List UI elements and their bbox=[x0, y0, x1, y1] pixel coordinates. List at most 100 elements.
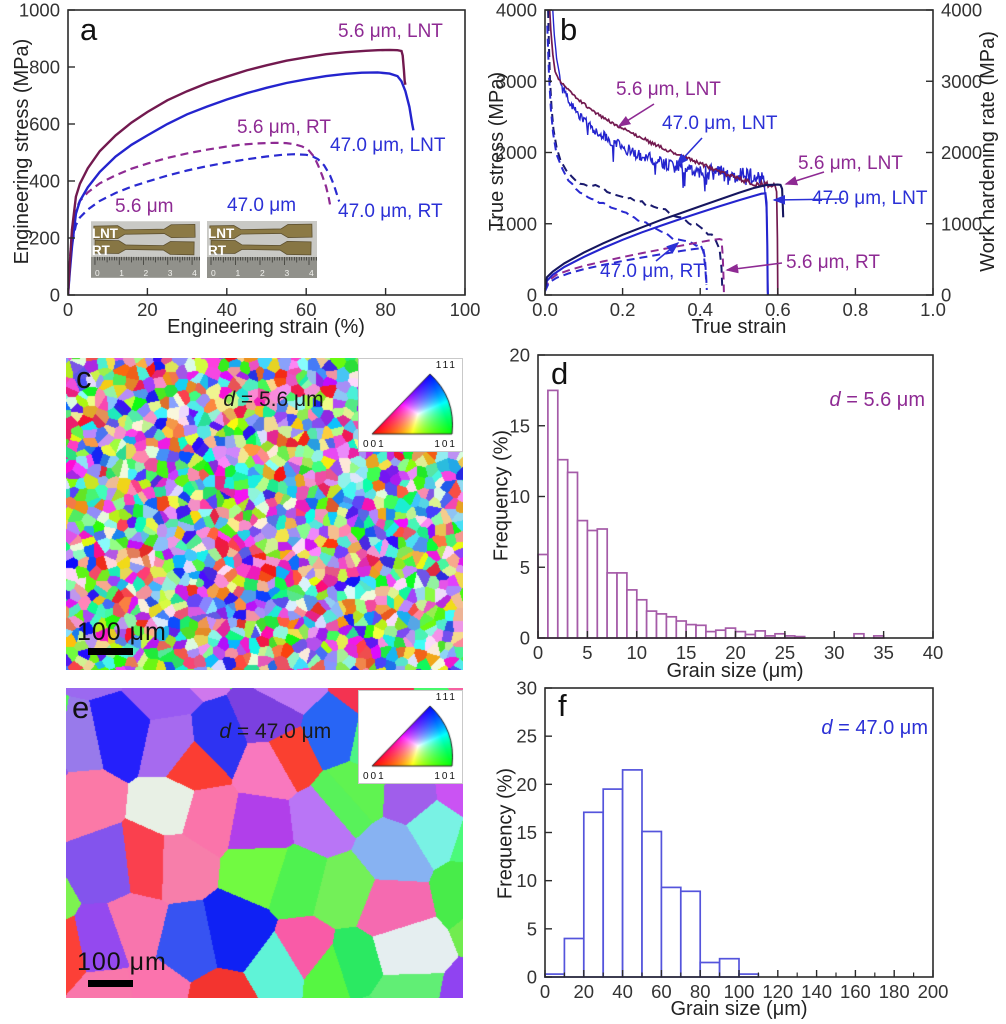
ipf-label-101: 101 bbox=[434, 439, 457, 450]
hist-bar bbox=[537, 553, 549, 639]
hist-bar bbox=[566, 471, 579, 639]
tick-label: 20 bbox=[574, 981, 595, 1002]
tick-label: 0 bbox=[941, 285, 951, 306]
tick-label: 0 bbox=[540, 981, 550, 1002]
curve-label-b-rt47: 47.0 μm, RT bbox=[600, 261, 705, 282]
curve-label-b-ts47: 47.0 μm, LNT bbox=[812, 188, 928, 209]
hist-bar bbox=[606, 572, 618, 639]
scalebar-e bbox=[88, 980, 133, 987]
hist-bar bbox=[602, 788, 624, 978]
curve bbox=[547, 10, 724, 289]
hist-title-d-rest: = 5.6 μm bbox=[840, 389, 925, 411]
ruler-number: 4 bbox=[192, 268, 197, 278]
tick-label: 180 bbox=[879, 981, 910, 1002]
ipf-triangle-e bbox=[366, 700, 456, 772]
axis-label-b-y-right: Work hardening rate (MPa) bbox=[977, 31, 999, 272]
hist-bar bbox=[641, 830, 663, 978]
hist-bar bbox=[660, 886, 682, 978]
hist-bar bbox=[596, 528, 609, 639]
axis-label-b-x: True strain bbox=[691, 316, 787, 338]
tick-label: 5 bbox=[520, 557, 530, 578]
curve-label-b-wh47: 47.0 μm, LNT bbox=[662, 113, 778, 134]
hist-bar bbox=[675, 620, 688, 639]
ruler-number: 1 bbox=[119, 268, 124, 278]
hist-bar bbox=[635, 598, 648, 639]
hist-bar bbox=[724, 627, 737, 639]
tick-label: 15 bbox=[516, 822, 537, 843]
hist-bar bbox=[655, 613, 668, 639]
tick-label: 25 bbox=[516, 726, 537, 747]
hist-bar bbox=[764, 635, 776, 639]
panel-letter-b: b bbox=[560, 12, 578, 47]
axis-label-a-x: Engineering strain (%) bbox=[167, 316, 365, 338]
tick-label: 1.0 bbox=[920, 299, 946, 320]
hist-bar bbox=[872, 635, 885, 639]
inset-title-47: 47.0 μm bbox=[227, 195, 297, 216]
curve-label-a-lnt56: 5.6 μm, LNT bbox=[338, 21, 443, 42]
ruler-number: 2 bbox=[144, 268, 149, 278]
ruler-number: 4 bbox=[309, 268, 314, 278]
curve bbox=[552, 10, 769, 295]
hist-bar bbox=[685, 623, 697, 639]
tick-label: 0.2 bbox=[610, 299, 636, 320]
tick-label: 20 bbox=[509, 345, 530, 366]
axis-label-b-y-left: True stress (MPa) bbox=[486, 71, 508, 232]
curve-label-a-rt56: 5.6 μm, RT bbox=[237, 117, 332, 138]
hist-bar bbox=[738, 973, 760, 978]
curve bbox=[546, 25, 708, 286]
hist-bar bbox=[853, 632, 865, 639]
tick-label: 100 bbox=[450, 299, 481, 320]
scalebar-label-e: 100 μm bbox=[77, 948, 167, 976]
hist-bar bbox=[665, 615, 678, 639]
tick-label: 0.8 bbox=[843, 299, 869, 320]
tick-label: 4000 bbox=[941, 0, 982, 21]
hist-bar bbox=[576, 519, 589, 639]
map-title-c-rest: = 5.6 μm bbox=[235, 388, 324, 411]
photo-svg: 0 1 2 3 4 LNT RT bbox=[207, 221, 317, 278]
map-title-e: d = 47.0 μm bbox=[196, 696, 331, 768]
ruler-number: 3 bbox=[168, 268, 173, 278]
specimen-photo-47um: 0 1 2 3 4 LNT RT bbox=[206, 221, 318, 278]
hist-bar bbox=[718, 957, 740, 978]
scalebar-c bbox=[88, 648, 133, 655]
hist-bar bbox=[556, 458, 569, 639]
ipf-triangle-c bbox=[366, 368, 456, 440]
chart-b: 0.0 0.2 0.4 0.6 0.8 1.00100020003000400001000… bbox=[496, 0, 982, 320]
hist-bar bbox=[754, 630, 767, 639]
axis-label-d-y: Frequency (%) bbox=[490, 429, 513, 562]
panel-letter-e: e bbox=[72, 690, 90, 725]
tick-label: 35 bbox=[873, 642, 894, 663]
panel-letter-a: a bbox=[80, 12, 98, 47]
axis-label-a-y: Engineering stress (MPa) bbox=[11, 38, 33, 265]
photo-label-lnt: LNT bbox=[208, 226, 235, 241]
axis-label-d-x: Grain size (μm) bbox=[666, 660, 804, 682]
ipf-label-111: 111 bbox=[435, 692, 457, 703]
tick-label: 5 bbox=[527, 918, 537, 939]
hist-bar bbox=[586, 529, 599, 639]
photo-label-rt: RT bbox=[92, 243, 111, 258]
tick-label: 200 bbox=[918, 981, 949, 1002]
hist-bar bbox=[784, 635, 796, 639]
photo-label-rt: RT bbox=[208, 243, 227, 258]
tick-label: 3000 bbox=[941, 71, 982, 92]
tick-label: 0 bbox=[63, 299, 73, 320]
map-title-e-d: d bbox=[219, 720, 232, 743]
hist-bar bbox=[679, 890, 702, 978]
map-title-c: d = 5.6 μm bbox=[200, 364, 324, 436]
axis-label-f-y: Frequency (%) bbox=[494, 767, 517, 900]
tick-label: 40 bbox=[612, 981, 633, 1002]
ruler-number: 0 bbox=[95, 268, 100, 278]
inset-title-5p6: 5.6 μm bbox=[115, 196, 174, 217]
hist-bar bbox=[774, 632, 786, 639]
specimen-photo-5p6um: 0 1 2 3 4 LNT RT bbox=[91, 221, 200, 278]
ipf-label-001: 001 bbox=[363, 439, 386, 450]
hist-bar bbox=[544, 973, 566, 978]
hist-bar bbox=[744, 633, 757, 639]
tick-label: 5 bbox=[582, 642, 592, 663]
tick-label: 2000 bbox=[941, 142, 982, 163]
photo-label-lnt: LNT bbox=[92, 226, 119, 241]
panel-letter-d: d bbox=[551, 356, 569, 391]
curve-label-b-ts56: 5.6 μm, LNT bbox=[798, 153, 903, 174]
hist-bar bbox=[563, 937, 585, 978]
